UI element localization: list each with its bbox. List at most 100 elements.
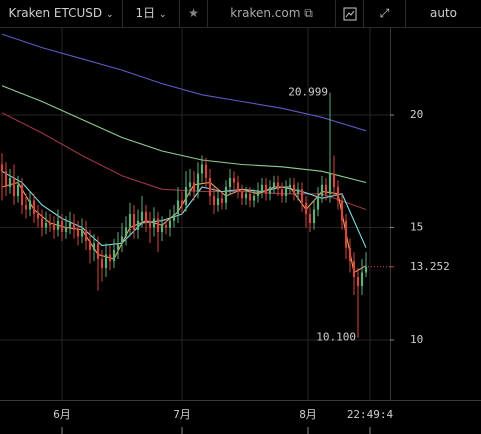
candle-body [164, 225, 168, 228]
chart-icon [343, 7, 356, 20]
candle-body [316, 196, 320, 210]
candle-body [160, 225, 164, 232]
candle-body [36, 214, 40, 219]
candle-body [136, 220, 140, 230]
candle-body [140, 211, 144, 221]
candle-body [340, 200, 344, 221]
candle-body [348, 247, 352, 262]
candle-body [236, 182, 240, 192]
moving-average-line [1, 85, 367, 184]
candle-body [292, 184, 296, 194]
candle-body [364, 266, 368, 273]
candle-body [144, 211, 148, 223]
symbol: Kraken ETCUSD [8, 6, 103, 20]
candle-body [0, 164, 4, 172]
candle-body [304, 202, 308, 214]
candle-body [128, 214, 132, 228]
candle-body [72, 222, 76, 230]
candle-body [96, 243, 100, 259]
candle-body [192, 182, 196, 192]
candle-body [68, 222, 72, 228]
candle-body [28, 200, 32, 210]
candle-body [76, 229, 80, 237]
candle-body [20, 184, 24, 206]
candle-body [4, 171, 8, 188]
candle-body [284, 187, 288, 197]
candle-body [92, 243, 96, 250]
candle-body [60, 220, 64, 232]
candle-body [256, 191, 260, 197]
moving-average-line [1, 33, 367, 132]
fullscreen-button[interactable]: ⤢ [364, 0, 406, 27]
candle-body [228, 178, 232, 188]
candle-body [356, 276, 360, 286]
x-tick-label: 22:49:4 [347, 408, 394, 421]
candle-body [84, 229, 88, 241]
candle-body [312, 209, 316, 223]
candle-body [224, 187, 228, 203]
candle-body [104, 254, 108, 268]
candle-body [184, 187, 188, 206]
candle-body [276, 182, 280, 190]
candle-body [56, 220, 60, 230]
candle-body [132, 214, 136, 230]
candle-body [172, 214, 176, 221]
candle-body [64, 227, 68, 232]
symbol-button[interactable]: Kraken ETCUSD ⌄ [0, 0, 123, 27]
candle-body [80, 229, 84, 237]
candle-body [124, 227, 128, 237]
candle-body [244, 193, 248, 199]
candle-body [324, 184, 328, 194]
candle-body [220, 198, 224, 203]
candle-body [280, 189, 284, 197]
candle-body [232, 178, 236, 183]
candle-body [268, 187, 272, 194]
candle-body [8, 178, 12, 188]
candle-body [216, 198, 220, 206]
candle-body [332, 173, 336, 188]
candle-body [88, 240, 92, 250]
candle-body [252, 196, 256, 201]
candle-body [240, 191, 244, 199]
source: kraken.com [230, 6, 301, 20]
chart-type-button[interactable] [336, 0, 364, 27]
candle-body [120, 236, 124, 244]
candle-body [196, 173, 200, 192]
y-tick-label: 10 [410, 333, 423, 346]
candle-body [296, 189, 300, 194]
x-tick-label: 7月 [173, 408, 191, 421]
candle-body [200, 164, 204, 174]
price-annotation: 10.100 [316, 331, 356, 344]
candle-body [212, 196, 216, 206]
candle-body [344, 220, 348, 248]
candle-body [12, 178, 16, 197]
candle-body [32, 200, 36, 214]
candle-body [44, 222, 48, 228]
source-link[interactable]: kraken.com ⧉ [208, 0, 336, 27]
favorite-button[interactable]: ★ [180, 0, 208, 27]
x-tick-label: 6月 [53, 408, 71, 421]
candle-body [176, 200, 180, 214]
candle-body [24, 205, 28, 210]
candle-body [288, 184, 292, 188]
price-annotation: 20.999 [288, 86, 328, 99]
scale-mode-button[interactable]: auto [406, 0, 481, 27]
chart: 10 15 20 6月 7月 8月 22:49:4 20.999 10.100 13.252 [0, 28, 481, 434]
candle-body [308, 214, 312, 223]
interval-button[interactable]: 1日 ⌄ [123, 0, 180, 27]
candle-body [40, 218, 44, 228]
candle-body [352, 261, 356, 277]
candle-body [112, 249, 116, 262]
candle-body [264, 184, 268, 194]
candle-body [156, 218, 160, 232]
y-tick-label: 15 [410, 220, 423, 233]
candle-body [52, 225, 56, 230]
candle-body [16, 184, 20, 197]
candle-body [188, 182, 192, 188]
candle-body [360, 272, 364, 286]
candle-body [260, 184, 264, 192]
candle-body [320, 184, 324, 197]
candle-body [152, 218, 156, 228]
interval: 1日 [135, 6, 156, 20]
